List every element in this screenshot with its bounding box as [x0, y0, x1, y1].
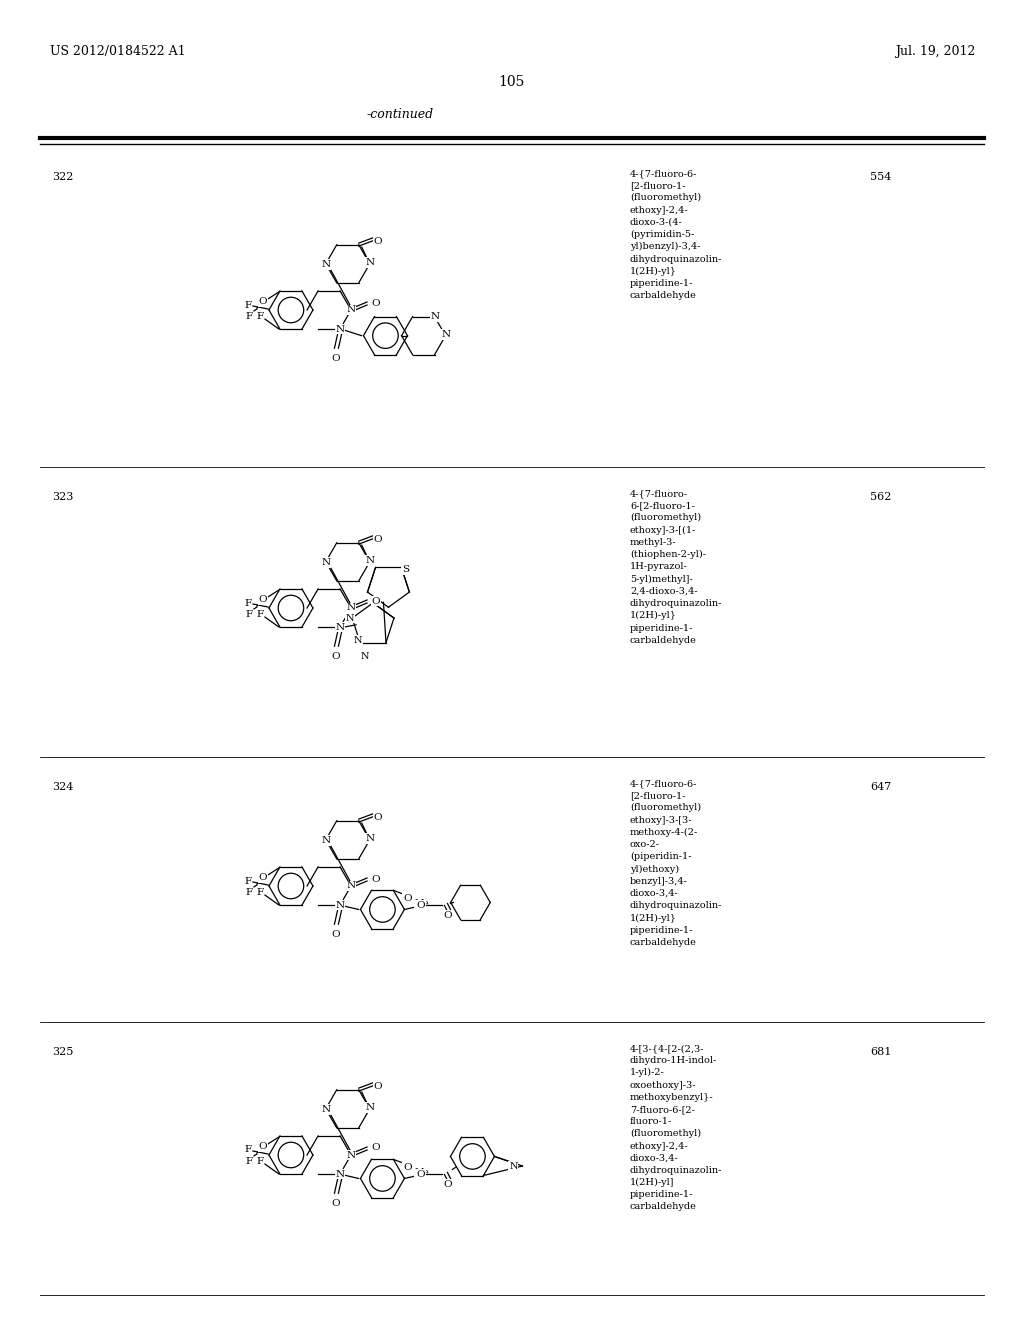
Text: O: O: [259, 874, 267, 883]
Text: O: O: [403, 1163, 412, 1172]
Text: F: F: [246, 313, 253, 322]
Text: O: O: [331, 1199, 340, 1208]
Text: N: N: [346, 1151, 355, 1159]
Text: O: O: [259, 595, 267, 605]
Text: 323: 323: [52, 492, 74, 502]
Text: F: F: [256, 610, 263, 619]
Text: F: F: [245, 301, 252, 309]
Text: O: O: [374, 535, 382, 544]
Text: N: N: [366, 834, 375, 843]
Text: 681: 681: [870, 1047, 891, 1057]
Text: 647: 647: [870, 781, 891, 792]
Text: N: N: [336, 623, 345, 631]
Text: N: N: [322, 558, 331, 568]
Text: O: O: [416, 1170, 425, 1179]
Text: O: O: [372, 298, 380, 308]
Text: Me: Me: [414, 1168, 429, 1177]
Text: O: O: [443, 1180, 452, 1189]
Text: O: O: [403, 894, 412, 903]
Text: O: O: [374, 813, 382, 821]
Text: 4-[3-{4-[2-(2,3-
dihydro-1H-indol-
1-yl)-2-
oxoethoxy]-3-
methoxybenzyl}-
7-fluo: 4-[3-{4-[2-(2,3- dihydro-1H-indol- 1-yl)…: [630, 1044, 722, 1212]
Text: O: O: [443, 911, 452, 920]
Text: 4-{7-fluoro-
6-[2-fluoro-1-
(fluoromethyl)
ethoxy]-3-[(1-
methyl-3-
(thiophen-2-: 4-{7-fluoro- 6-[2-fluoro-1- (fluoromethy…: [630, 488, 722, 644]
Text: N: N: [509, 1162, 518, 1171]
Text: F: F: [245, 598, 252, 607]
Text: -continued: -continued: [367, 108, 433, 121]
Text: 322: 322: [52, 172, 74, 182]
Text: O: O: [374, 1081, 382, 1090]
Text: N: N: [322, 837, 331, 845]
Text: O: O: [331, 354, 340, 363]
Text: N: N: [346, 305, 355, 314]
Text: 325: 325: [52, 1047, 74, 1057]
Text: N: N: [366, 1104, 375, 1113]
Text: F: F: [245, 1146, 252, 1155]
Text: Me: Me: [414, 899, 429, 908]
Text: N: N: [322, 1105, 331, 1114]
Text: 4-{7-fluoro-6-
[2-fluoro-1-
(fluoromethyl)
ethoxy]-2,4-
dioxo-3-(4-
(pyrimidin-5: 4-{7-fluoro-6- [2-fluoro-1- (fluoromethy…: [630, 169, 722, 300]
Text: O: O: [331, 929, 340, 939]
Text: F: F: [246, 1158, 253, 1167]
Text: 105: 105: [499, 75, 525, 88]
Text: N: N: [360, 652, 370, 661]
Text: F: F: [246, 888, 253, 898]
Text: N: N: [366, 556, 375, 565]
Text: O: O: [372, 1143, 380, 1152]
Text: F: F: [256, 1156, 263, 1166]
Text: O: O: [372, 597, 380, 606]
Text: N: N: [322, 260, 331, 269]
Text: F: F: [256, 312, 263, 321]
Text: N: N: [366, 259, 375, 267]
Text: F: F: [246, 610, 253, 619]
Text: S: S: [401, 565, 409, 574]
Text: N: N: [442, 330, 452, 339]
Text: N: N: [354, 636, 362, 645]
Text: N: N: [336, 900, 345, 909]
Text: 562: 562: [870, 492, 891, 502]
Text: N: N: [336, 1170, 345, 1179]
Text: O: O: [372, 874, 380, 883]
Text: N: N: [346, 882, 355, 891]
Text: F: F: [256, 887, 263, 896]
Text: O: O: [374, 236, 382, 246]
Text: 324: 324: [52, 781, 74, 792]
Text: N: N: [346, 603, 355, 612]
Text: O: O: [416, 902, 425, 909]
Text: F: F: [245, 876, 252, 886]
Text: 554: 554: [870, 172, 891, 182]
Text: N: N: [346, 614, 354, 623]
Text: O: O: [259, 1142, 267, 1151]
Text: US 2012/0184522 A1: US 2012/0184522 A1: [50, 45, 185, 58]
Text: N: N: [431, 312, 440, 321]
Text: Jul. 19, 2012: Jul. 19, 2012: [895, 45, 975, 58]
Text: O: O: [331, 652, 340, 661]
Text: 4-{7-fluoro-6-
[2-fluoro-1-
(fluoromethyl)
ethoxy]-3-[3-
methoxy-4-(2-
oxo-2-
(p: 4-{7-fluoro-6- [2-fluoro-1- (fluoromethy…: [630, 779, 722, 946]
Text: O: O: [259, 297, 267, 306]
Text: N: N: [336, 325, 345, 334]
